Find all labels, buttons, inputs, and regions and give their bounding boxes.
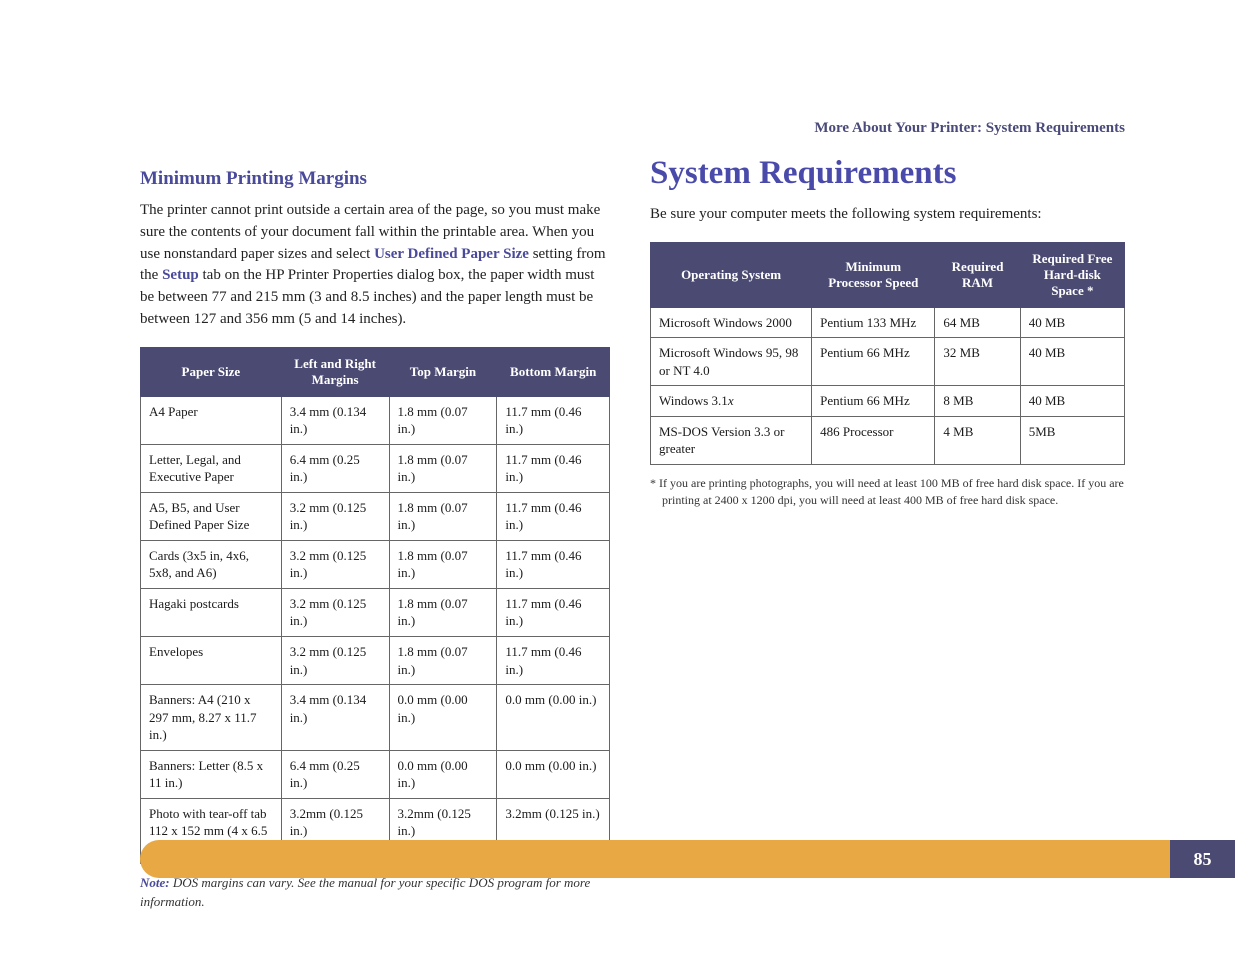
table-cell: 3.2 mm (0.125 in.) — [281, 492, 389, 540]
table-cell: 3.4 mm (0.134 in.) — [281, 396, 389, 444]
breadcrumb: More About Your Printer: System Requirem… — [650, 120, 1125, 137]
table-cell: 1.8 mm (0.07 in.) — [389, 396, 497, 444]
table-cell: 0.0 mm (0.00 in.) — [389, 750, 497, 798]
table-row: Microsoft Windows 2000Pentium 133 MHz64 … — [651, 307, 1125, 338]
table-cell: Cards (3x5 in, 4x6, 5x8, and A6) — [141, 540, 282, 588]
table-cell: 40 MB — [1020, 338, 1124, 386]
table-row: Hagaki postcards3.2 mm (0.125 in.)1.8 mm… — [141, 588, 610, 636]
table-cell: 6.4 mm (0.25 in.) — [281, 444, 389, 492]
table-cell: Pentium 66 MHz — [812, 338, 935, 386]
table-cell: Banners: Letter (8.5 x 11 in.) — [141, 750, 282, 798]
table-header: Required RAM — [935, 242, 1020, 307]
table-header: Left and Right Margins — [281, 347, 389, 396]
table-cell: Envelopes — [141, 636, 282, 684]
table-cell: Hagaki postcards — [141, 588, 282, 636]
table-cell: 11.7 mm (0.46 in.) — [497, 396, 610, 444]
table-cell: 1.8 mm (0.07 in.) — [389, 636, 497, 684]
table-cell: 0.0 mm (0.00 in.) — [389, 685, 497, 751]
table-cell: 3.4 mm (0.134 in.) — [281, 685, 389, 751]
right-column: More About Your Printer: System Requirem… — [650, 120, 1125, 911]
page-number: 85 — [1170, 840, 1235, 878]
setup-tab-link[interactable]: Setup — [162, 267, 199, 283]
table-cell: 1.8 mm (0.07 in.) — [389, 444, 497, 492]
table-cell: 4 MB — [935, 416, 1020, 464]
table-cell: 40 MB — [1020, 386, 1124, 417]
table-cell: A5, B5, and User Defined Paper Size — [141, 492, 282, 540]
footer-bar: 85 — [140, 840, 1235, 878]
margins-heading: Minimum Printing Margins — [140, 168, 610, 190]
table-cell: 1.8 mm (0.07 in.) — [389, 540, 497, 588]
table-cell: 3.2 mm (0.125 in.) — [281, 588, 389, 636]
margins-note: Note: DOS margins can vary. See the manu… — [140, 874, 610, 910]
table-cell: 486 Processor — [812, 416, 935, 464]
table-cell: Banners: A4 (210 x 297 mm, 8.27 x 11.7 i… — [141, 685, 282, 751]
table-cell: Letter, Legal, and Executive Paper — [141, 444, 282, 492]
table-cell: 1.8 mm (0.07 in.) — [389, 588, 497, 636]
table-cell: 11.7 mm (0.46 in.) — [497, 444, 610, 492]
table-row: MS-DOS Version 3.3 or greater486 Process… — [651, 416, 1125, 464]
table-row: Banners: A4 (210 x 297 mm, 8.27 x 11.7 i… — [141, 685, 610, 751]
table-cell: 3.2 mm (0.125 in.) — [281, 540, 389, 588]
table-row: Microsoft Windows 95, 98 or NT 4.0Pentiu… — [651, 338, 1125, 386]
table-cell: 11.7 mm (0.46 in.) — [497, 588, 610, 636]
user-defined-paper-size-link[interactable]: User Defined Paper Size — [374, 246, 529, 262]
table-cell: 32 MB — [935, 338, 1020, 386]
table-cell: 11.7 mm (0.46 in.) — [497, 540, 610, 588]
table-row: Banners: Letter (8.5 x 11 in.)6.4 mm (0.… — [141, 750, 610, 798]
sysreq-footnote: * If you are printing photographs, you w… — [650, 475, 1125, 509]
table-row: Cards (3x5 in, 4x6, 5x8, and A6)3.2 mm (… — [141, 540, 610, 588]
table-cell: 1.8 mm (0.07 in.) — [389, 492, 497, 540]
table-cell: Pentium 66 MHz — [812, 386, 935, 417]
sysreq-table: Operating SystemMinimum Processor SpeedR… — [650, 242, 1125, 465]
table-cell: 40 MB — [1020, 307, 1124, 338]
table-cell: Microsoft Windows 2000 — [651, 307, 812, 338]
note-text: DOS margins can vary. See the manual for… — [140, 875, 590, 908]
table-cell: 0.0 mm (0.00 in.) — [497, 750, 610, 798]
table-row: A4 Paper3.4 mm (0.134 in.)1.8 mm (0.07 i… — [141, 396, 610, 444]
table-header: Minimum Processor Speed — [812, 242, 935, 307]
table-cell: 3.2 mm (0.125 in.) — [281, 636, 389, 684]
table-cell: 11.7 mm (0.46 in.) — [497, 492, 610, 540]
table-header: Required Free Hard-disk Space * — [1020, 242, 1124, 307]
table-cell: Pentium 133 MHz — [812, 307, 935, 338]
sysreq-paragraph: Be sure your computer meets the followin… — [650, 204, 1125, 226]
table-header: Operating System — [651, 242, 812, 307]
table-row: A5, B5, and User Defined Paper Size3.2 m… — [141, 492, 610, 540]
table-cell: Microsoft Windows 95, 98 or NT 4.0 — [651, 338, 812, 386]
margins-paragraph: The printer cannot print outside a certa… — [140, 200, 610, 331]
margins-table: Paper SizeLeft and Right MarginsTop Marg… — [140, 347, 610, 865]
para-text-3: tab on the HP Printer Properties dialog … — [140, 267, 594, 327]
table-cell: Windows 3.1x — [651, 386, 812, 417]
table-cell: 6.4 mm (0.25 in.) — [281, 750, 389, 798]
table-row: Envelopes3.2 mm (0.125 in.)1.8 mm (0.07 … — [141, 636, 610, 684]
table-header: Bottom Margin — [497, 347, 610, 396]
table-cell: 11.7 mm (0.46 in.) — [497, 636, 610, 684]
table-cell: 0.0 mm (0.00 in.) — [497, 685, 610, 751]
table-cell: 8 MB — [935, 386, 1020, 417]
table-cell: MS-DOS Version 3.3 or greater — [651, 416, 812, 464]
left-column: Minimum Printing Margins The printer can… — [140, 120, 610, 911]
table-header: Paper Size — [141, 347, 282, 396]
table-header: Top Margin — [389, 347, 497, 396]
table-row: Letter, Legal, and Executive Paper6.4 mm… — [141, 444, 610, 492]
table-cell: 64 MB — [935, 307, 1020, 338]
table-cell: 5MB — [1020, 416, 1124, 464]
table-row: Windows 3.1xPentium 66 MHz8 MB40 MB — [651, 386, 1125, 417]
sysreq-heading: System Requirements — [650, 155, 1125, 192]
table-cell: A4 Paper — [141, 396, 282, 444]
